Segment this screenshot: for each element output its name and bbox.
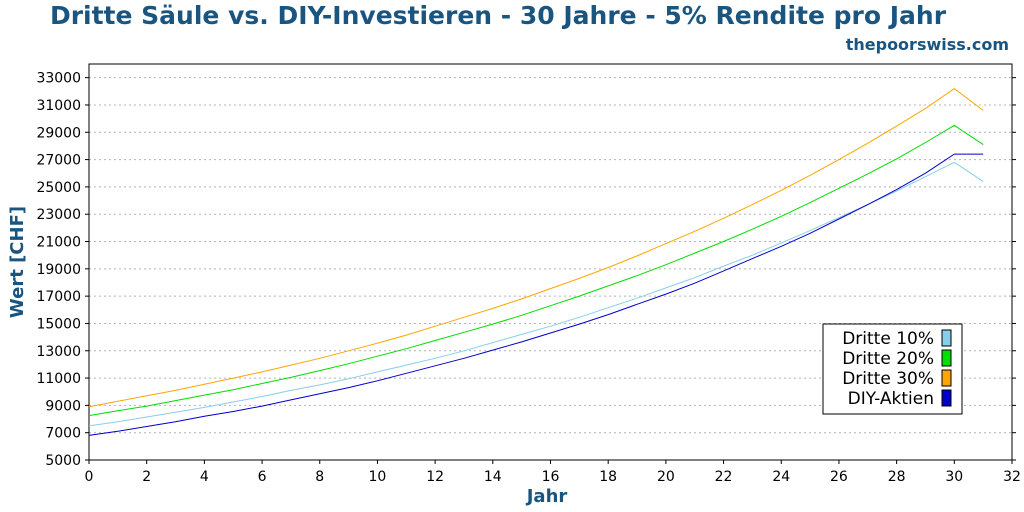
- y-tick-label: 31000: [36, 98, 81, 114]
- chart-title: Dritte Säule vs. DIY-Investieren - 30 Ja…: [50, 1, 947, 30]
- x-tick-label: 12: [426, 469, 444, 485]
- legend-swatch: [941, 389, 952, 407]
- y-tick-label: 13000: [36, 344, 81, 360]
- y-tick-label: 5000: [45, 453, 81, 469]
- series-line-1: [88, 161, 984, 427]
- y-tick-label: 19000: [36, 262, 81, 278]
- x-tick-label: 24: [772, 469, 790, 485]
- y-tick-label: 27000: [36, 153, 81, 169]
- x-tick-label: 6: [258, 469, 267, 485]
- x-tick-label: 32: [1003, 469, 1021, 485]
- y-tick-label: 33000: [36, 71, 81, 87]
- y-tick-label: 21000: [36, 235, 81, 251]
- x-tick-label: 28: [888, 469, 906, 485]
- x-tick-label: 16: [542, 469, 560, 485]
- x-tick-label: 8: [315, 469, 324, 485]
- series-line-2: [88, 124, 984, 417]
- x-tick-label: 10: [369, 469, 387, 485]
- legend-label: DIY-Aktien: [848, 389, 934, 409]
- chart-subtitle: thepoorswiss.com: [846, 35, 1009, 54]
- y-tick-label: 17000: [36, 289, 81, 305]
- x-tick-label: 18: [599, 469, 617, 485]
- series-line-3: [88, 87, 984, 408]
- legend-label: Dritte 10%: [842, 329, 934, 349]
- x-tick-label: 4: [200, 469, 209, 485]
- legend-box: [822, 323, 963, 415]
- legend-label: Dritte 30%: [842, 369, 934, 389]
- y-tick-label: 23000: [36, 207, 81, 223]
- series-lines: [88, 87, 984, 436]
- x-tick-label: 30: [945, 469, 963, 485]
- legend-swatch: [941, 369, 952, 387]
- legend-swatch: [941, 329, 952, 347]
- grid: [89, 77, 1012, 434]
- series-line-4: [88, 153, 984, 436]
- legend-label: Dritte 20%: [842, 349, 934, 369]
- x-tick-label: 0: [85, 469, 94, 485]
- x-tick-label: 22: [715, 469, 733, 485]
- y-tick-label: 29000: [36, 125, 81, 141]
- x-tick-label: 26: [830, 469, 848, 485]
- y-tick-label: 7000: [45, 426, 81, 442]
- legend: Dritte 10%Dritte 20%Dritte 30%DIY-Aktien: [822, 323, 963, 415]
- x-tick-label: 2: [142, 469, 151, 485]
- x-tick-label: 20: [657, 469, 675, 485]
- legend-swatch: [941, 349, 952, 367]
- y-tick-label: 11000: [36, 371, 81, 387]
- x-axis-title: Jahr: [525, 486, 568, 507]
- y-axis-title: Wert [CHF]: [7, 206, 28, 318]
- y-tick-label: 25000: [36, 180, 81, 196]
- axis-ticks: 5000700090001100013000150001700019000210…: [36, 71, 1020, 485]
- y-tick-label: 9000: [45, 398, 81, 414]
- y-tick-label: 15000: [36, 316, 81, 332]
- x-tick-label: 14: [484, 469, 502, 485]
